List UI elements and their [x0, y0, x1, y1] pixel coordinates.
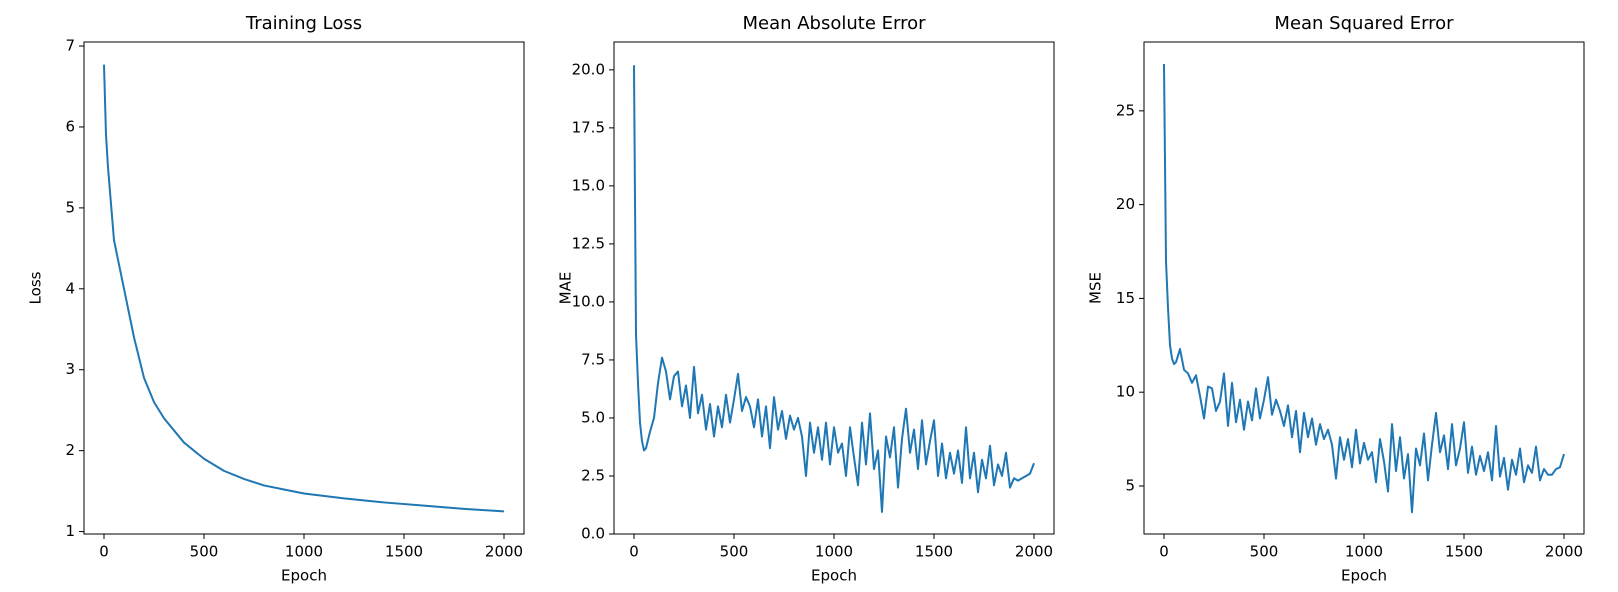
line — [103, 64, 505, 513]
y-tick-label: 0.0 — [581, 525, 605, 543]
chart-title: Training Loss — [245, 13, 362, 34]
y-tick-label: 2 — [65, 441, 75, 459]
y-tick-label: 17.5 — [572, 118, 605, 136]
y-tick-label: 4 — [65, 279, 75, 297]
x-tick-label: 500 — [190, 543, 219, 561]
y-axis-label: Loss — [27, 271, 45, 304]
y-tick-label: 15.0 — [572, 176, 605, 194]
x-tick-label: 2000 — [1545, 543, 1583, 561]
y-tick-label: 1 — [65, 522, 75, 540]
x-tick-label: 500 — [1250, 543, 1279, 561]
y-tick-label: 5.0 — [581, 408, 605, 426]
x-tick-label: 0 — [629, 543, 639, 561]
line — [1163, 63, 1565, 514]
x-tick-label: 1000 — [815, 543, 853, 561]
y-tick-label: 6 — [65, 117, 75, 135]
y-tick-label: 7.5 — [581, 350, 605, 368]
y-axis-label: MSE — [1087, 272, 1105, 304]
y-tick-label: 2.5 — [581, 466, 605, 484]
x-tick-label: 1000 — [285, 543, 323, 561]
chart-title: Mean Absolute Error — [742, 13, 926, 34]
y-tick-label: 10 — [1116, 383, 1135, 401]
chart-title: Mean Squared Error — [1274, 13, 1454, 34]
x-axis-label: Epoch — [281, 567, 327, 585]
x-axis-label: Epoch — [1341, 567, 1387, 585]
x-tick-label: 500 — [720, 543, 749, 561]
y-tick-label: 20.0 — [572, 60, 605, 78]
plot-frame — [1143, 41, 1585, 535]
x-tick-label: 0 — [99, 543, 109, 561]
y-tick-label: 5 — [65, 198, 75, 216]
y-tick-label: 15 — [1116, 289, 1135, 307]
plot-frame — [613, 41, 1055, 535]
x-axis-label: Epoch — [811, 567, 857, 585]
y-tick-label: 3 — [65, 360, 75, 378]
y-tick-label: 25 — [1116, 101, 1135, 119]
y-axis-label: MAE — [557, 272, 575, 305]
x-tick-label: 1000 — [1345, 543, 1383, 561]
y-tick-label: 10.0 — [572, 292, 605, 310]
line — [633, 65, 1035, 513]
y-tick-label: 20 — [1116, 195, 1135, 213]
y-tick-label: 5 — [1125, 476, 1135, 494]
y-tick-label: 7 — [65, 37, 75, 55]
x-tick-label: 1500 — [915, 543, 953, 561]
x-tick-label: 1500 — [1445, 543, 1483, 561]
y-tick-label: 12.5 — [572, 234, 605, 252]
x-tick-label: 2000 — [1015, 543, 1053, 561]
plot-frame — [83, 41, 525, 535]
x-tick-label: 2000 — [485, 543, 523, 561]
x-tick-label: 0 — [1159, 543, 1169, 561]
x-tick-label: 1500 — [385, 543, 423, 561]
